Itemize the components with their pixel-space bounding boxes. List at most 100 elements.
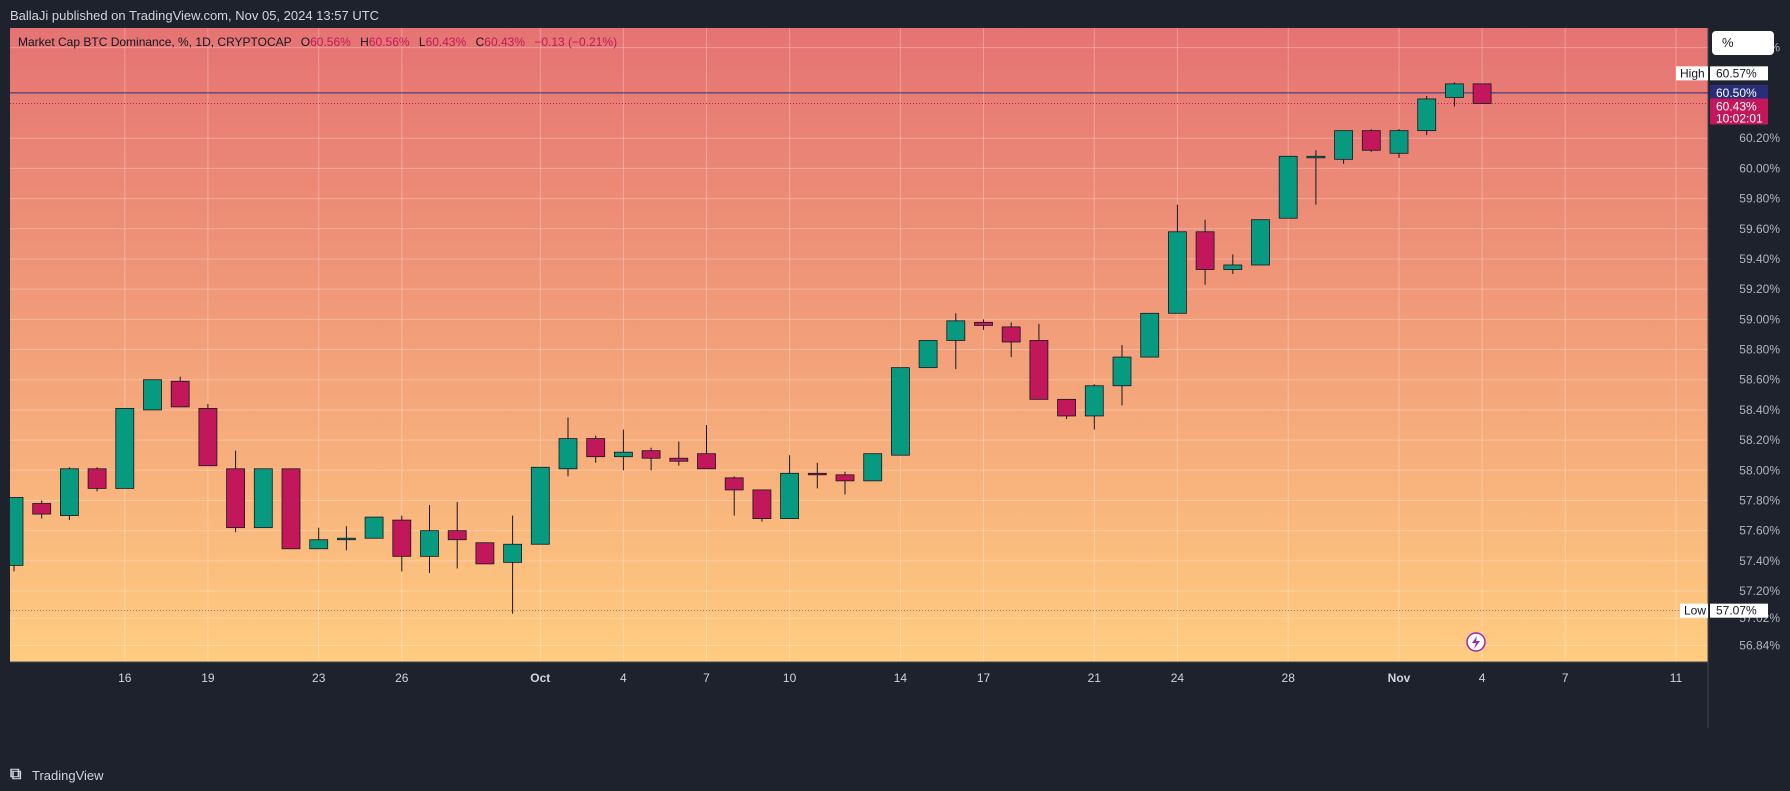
x-tick-label: 24 [1171,671,1185,685]
candle-body [253,468,273,529]
countdown-label: 10:02:01 [1716,111,1763,125]
last-price-badge-bg [1710,98,1768,125]
candle-body [1472,83,1492,104]
y-tick-label: 58.00% [1739,463,1780,477]
x-tick-label: 14 [894,671,908,685]
x-tick-label: 7 [1562,671,1569,685]
candle-body [1334,130,1353,160]
candle-body [780,472,799,519]
x-tick-label: Oct [530,671,550,685]
legend-open: 60.56% [310,35,351,49]
candle-body [558,438,578,470]
x-tick-label: 26 [395,671,409,685]
legend-high-label: H [360,35,369,49]
candle-body [1168,231,1187,314]
high-value: 60.57% [1716,66,1757,80]
high-tag-bg [1676,66,1708,81]
x-tick-label: 19 [201,671,215,685]
candle-body [863,453,883,482]
y-tick-label: 56.84% [1739,638,1780,652]
candle-body [891,367,910,456]
candle-body [1029,340,1049,400]
x-tick-label: 28 [1282,671,1296,685]
candle-body [475,542,495,565]
legend-close-label: C [475,35,485,49]
y-tick-label: 58.60% [1739,373,1780,387]
footer-brand[interactable]: TradingView [32,768,104,783]
x-tick-label: 23 [312,671,326,685]
candle-body [447,530,467,541]
x-tick-label: 10 [783,671,797,685]
x-tick-label: 16 [118,671,132,685]
plot-background [10,28,1708,662]
percent-scale-button[interactable]: % [1712,31,1774,55]
candle-body [226,468,246,529]
high-tag-label: High [1680,66,1705,80]
legend-open-label: O [300,35,311,49]
candle-body [32,503,52,515]
candle-body [281,468,301,550]
candle-body [115,407,135,489]
y-tick-label: 57.40% [1739,554,1780,568]
legend-low-label: L [418,35,426,49]
candle-body [946,320,966,341]
y-tick-label: 60.00% [1739,161,1780,175]
candle-body [974,321,993,326]
candle-body [503,543,523,563]
x-tick-label: 17 [977,671,991,685]
candle-body [586,438,606,458]
candle-body [641,450,661,459]
candle-body [10,497,24,566]
y-tick-label: 59.20% [1739,282,1780,296]
candle-body [1084,385,1104,417]
x-tick-label: 21 [1088,671,1102,685]
candle-body [1140,312,1160,358]
high-value-bg [1710,66,1768,81]
candle-body [807,472,827,476]
x-tick-label: 11 [1670,671,1683,685]
tradingview-logo-icon[interactable]: ⧉ [10,766,22,783]
y-tick-label: 59.60% [1739,222,1780,236]
candle-body [198,407,218,467]
top-bar: BallaJi published on TradingView.com, No… [0,0,1790,28]
candle-body [697,453,716,470]
legend-symbol: Market Cap BTC Dominance, %, 1D, CRYPTOC… [18,35,292,49]
lightning-icon[interactable] [1466,632,1486,652]
y-tick-label: 58.40% [1739,403,1780,417]
candle-body [1112,356,1132,387]
y-tick-label: 60.20% [1739,131,1780,145]
candle-body [1001,326,1021,343]
candle-body [170,380,190,408]
candle-body [1445,83,1464,98]
last-price-badge: 60.43% [1716,99,1757,113]
y-tick-label: 58.80% [1739,343,1780,357]
current-price-badge-bg [1710,84,1768,100]
candle-body [530,466,550,545]
y-tick-label: 57.20% [1739,584,1780,598]
y-tick-label: 59.40% [1739,252,1780,266]
publisher-line: BallaJi published on TradingView.com, No… [10,8,380,23]
x-tick-label: 4 [620,671,627,685]
legend-low: 60.43% [425,35,467,49]
low-tag-bg [1680,603,1708,618]
y-tick-label: 57.60% [1739,524,1780,538]
candle-body [918,340,938,369]
candle-body [1057,398,1076,417]
candle-body [392,519,412,557]
candle-body [1278,155,1298,219]
candle-body [1223,264,1243,270]
candle-body [1306,155,1326,159]
candle-body [60,468,79,516]
x-tick-label: 4 [1479,671,1486,685]
footer: ⧉ TradingView [0,762,1790,791]
legend-close: 60.43% [484,35,525,49]
low-tag-label: Low [1684,604,1706,618]
legend-high: 60.56% [368,35,410,49]
candle-body [336,537,356,541]
candle-body [143,379,162,411]
y-tick-label: 59.00% [1739,312,1780,326]
y-tick-label: 59.80% [1739,192,1780,206]
legend-change: −0.13 (−0.21%) [534,35,618,49]
